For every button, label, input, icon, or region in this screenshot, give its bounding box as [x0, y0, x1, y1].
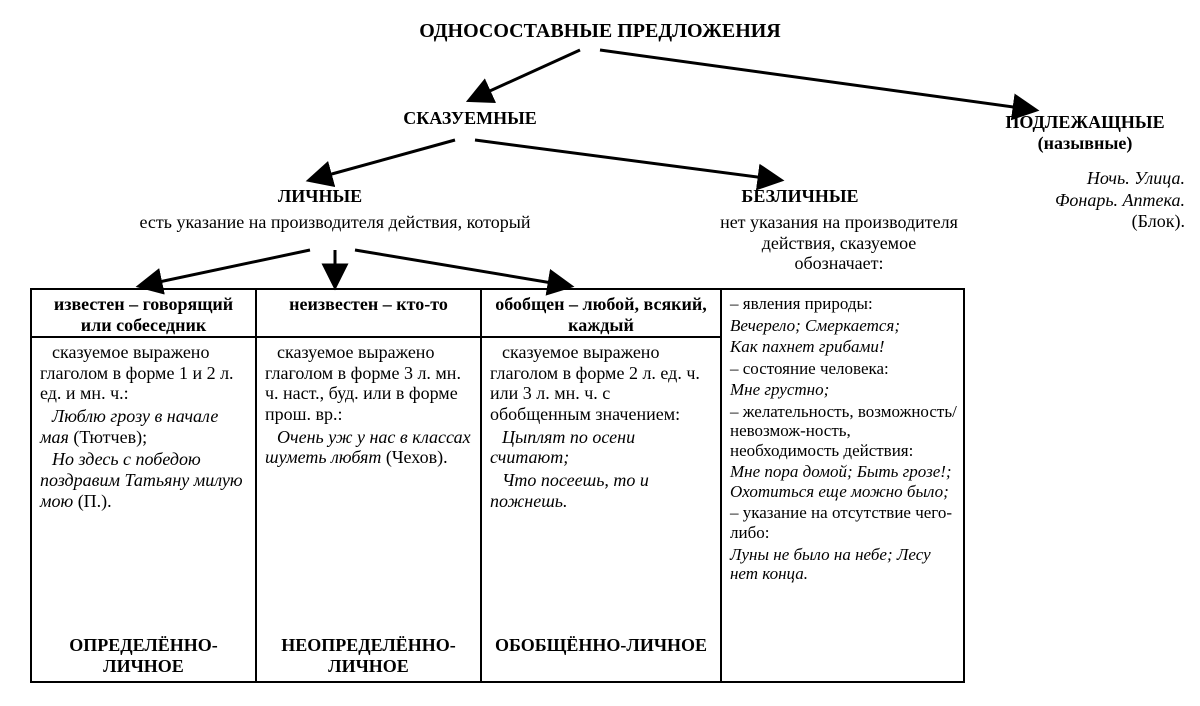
nazyvnye-example: Ночь. Улица. Фонарь. Аптека. (Блок). — [990, 168, 1185, 233]
table-col-1: неизвестен – кто-тосказуемое выражено гл… — [257, 290, 482, 681]
table-body-2: сказуемое выражено глаголом в форме 2 л.… — [482, 338, 720, 625]
podl-sub: (назывные) — [1038, 133, 1133, 153]
table-footer-1: НЕОПРЕДЕЛЁННО-ЛИЧНОЕ — [257, 625, 480, 685]
table-col-2: обобщен – любой, всякий, каждыйсказуемое… — [482, 290, 722, 681]
node-podlezhashchnye: ПОДЛЕЖАЩНЫЕ (назывные) — [985, 112, 1185, 153]
table-body-1: сказуемое выражено глаголом в форме 3 л.… — [257, 338, 480, 625]
table-body-3: – явления природы:Вечерело; Смеркается;К… — [722, 290, 967, 685]
lichnye-note: есть указание на производителя действия,… — [100, 212, 570, 233]
table-col-0: известен – говорящий или собеседниксказу… — [32, 290, 257, 681]
ex-line2: Фонарь. Аптека. — [1055, 190, 1185, 210]
diagram-root: ОДНОСОСТАВНЫЕ ПРЕДЛОЖЕНИЯ СКАЗУЕМНЫЕ ПОД… — [0, 0, 1200, 706]
node-bezlichnye: БЕЗЛИЧНЫЕ — [720, 186, 880, 207]
table-header-2: обобщен – любой, всякий, каждый — [482, 290, 720, 338]
podl-text: ПОДЛЕЖАЩНЫЕ — [1005, 112, 1164, 132]
table-footer-0: ОПРЕДЕЛЁННО-ЛИЧНОЕ — [32, 625, 255, 685]
ex-line3: (Блок). — [1132, 211, 1185, 231]
bezlichnye-note: нет указания на производителя действия, … — [720, 212, 958, 274]
table-body-0: сказуемое выражено глаголом в форме 1 и … — [32, 338, 255, 625]
title: ОДНОСОСТАВНЫЕ ПРЕДЛОЖЕНИЯ — [380, 20, 820, 43]
node-skazuemnye: СКАЗУЕМНЫЕ — [370, 108, 570, 129]
classification-table: известен – говорящий или собеседниксказу… — [30, 288, 965, 683]
ex-line1: Ночь. Улица. — [1087, 168, 1185, 188]
node-lichnye: ЛИЧНЫЕ — [250, 186, 390, 207]
table-col-3: – явления природы:Вечерело; Смеркается;К… — [722, 290, 967, 681]
table-header-1: неизвестен – кто-то — [257, 290, 480, 338]
table-header-0: известен – говорящий или собеседник — [32, 290, 255, 338]
table-footer-2: ОБОБЩЁННО-ЛИЧНОЕ — [482, 625, 720, 685]
